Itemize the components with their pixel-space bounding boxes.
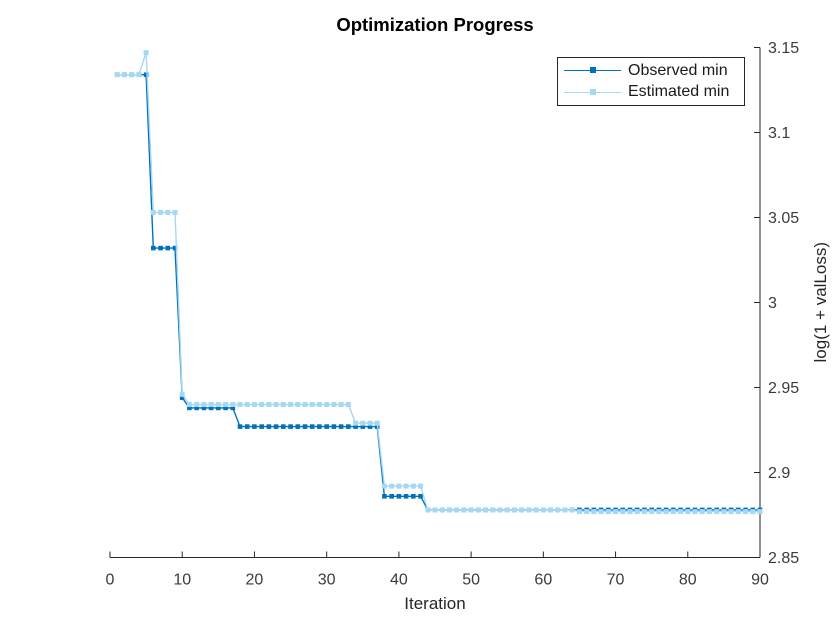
- y-tick-label: 3.1: [768, 125, 790, 142]
- legend-label-observed-min: Observed min: [628, 61, 728, 79]
- y-tick-label: 2.9: [768, 465, 790, 482]
- x-tick-label: 80: [679, 572, 697, 589]
- legend-label-estimated-min: Estimated min: [628, 83, 730, 101]
- estimated-min-line-sample-icon: [564, 85, 621, 99]
- x-tick-label: 10: [173, 572, 191, 589]
- legend-entry-estimated-min: Estimated min: [564, 82, 740, 102]
- observed-min-line: [117, 73, 760, 511]
- y-tick-label: 3.15: [768, 40, 799, 57]
- x-tick-label: 90: [751, 572, 769, 589]
- axes-spines: [110, 47, 761, 558]
- x-tick-label: 70: [607, 572, 625, 589]
- y-tick-label: 3: [768, 295, 777, 312]
- y-tick-label: 3.05: [768, 210, 799, 227]
- x-tick-label: 40: [390, 572, 408, 589]
- chart-title: Optimization Progress: [336, 14, 534, 35]
- x-axis-label: Iteration: [404, 594, 466, 613]
- observed-min-markers: [114, 72, 763, 513]
- x-tick-label: 20: [246, 572, 264, 589]
- y-tick-label: 2.95: [768, 380, 799, 397]
- x-tick-label: 60: [534, 572, 552, 589]
- observed-min-line-sample-icon: [564, 64, 621, 78]
- legend-entry-observed-min: Observed min: [564, 61, 740, 81]
- y-axis-label: log(1 + valLoss): [811, 242, 830, 363]
- x-tick-label: 0: [106, 572, 115, 589]
- legend: Observed min Estimated min: [557, 57, 745, 106]
- estimated-min-line: [117, 52, 760, 513]
- y-tick-label: 2.85: [768, 550, 799, 567]
- x-tick-label: 30: [318, 572, 336, 589]
- x-tick-label: 50: [462, 572, 480, 589]
- y-axis-label-container: log(1 + valLoss): [806, 47, 836, 558]
- estimated-min-markers: [114, 50, 763, 515]
